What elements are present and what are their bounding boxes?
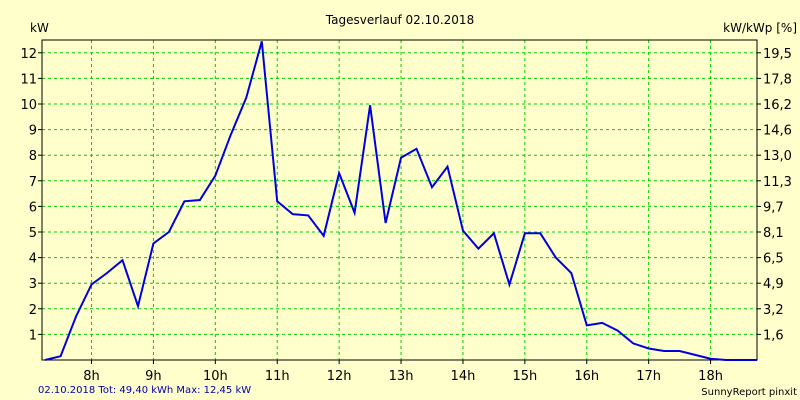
- x-tick-label-9: 17h: [636, 369, 661, 384]
- data-point-25: [431, 186, 433, 188]
- y-right-tick-label-2: 4,9: [763, 277, 784, 292]
- y-left-tick-label-7: 8: [29, 149, 37, 164]
- data-point-44: [725, 359, 727, 361]
- y-right-tick-label-8: 14,6: [763, 124, 792, 139]
- x-tick-label-3: 11h: [265, 369, 290, 384]
- data-point-29: [493, 232, 495, 234]
- y-right-tick-label-1: 3,2: [763, 303, 784, 318]
- plot-frame: [41, 39, 758, 361]
- data-point-23: [400, 157, 402, 159]
- series-line: [44, 41, 757, 361]
- data-point-45: [741, 359, 743, 361]
- x-tick-label-8: 16h: [574, 369, 599, 384]
- data-point-17: [307, 214, 309, 216]
- data-point-13: [245, 97, 247, 99]
- y-right-tick-label-4: 8,1: [763, 226, 784, 241]
- data-point-1: [60, 355, 62, 357]
- data-point-26: [446, 166, 448, 168]
- data-point-46: [756, 359, 758, 361]
- data-point-6: [137, 305, 139, 307]
- data-point-2: [75, 315, 77, 317]
- data-point-5: [121, 259, 123, 261]
- data-point-12: [230, 134, 232, 136]
- data-point-37: [617, 330, 619, 332]
- data-point-9: [183, 200, 185, 202]
- data-point-19: [338, 172, 340, 174]
- data-point-22: [385, 222, 387, 224]
- x-tick-label-7: 15h: [512, 369, 537, 384]
- data-point-33: [555, 257, 557, 259]
- y-right-tick-label-0: 1,6: [763, 328, 784, 343]
- y-right-tick-label-6: 11,3: [763, 175, 792, 190]
- data-point-31: [524, 232, 526, 234]
- x-tick-label-2: 10h: [203, 369, 228, 384]
- data-point-11: [214, 175, 216, 177]
- y-left-tick-label-3: 4: [29, 252, 37, 267]
- data-point-21: [369, 104, 371, 106]
- x-tick-label-4: 12h: [327, 369, 352, 384]
- y-left-tick-label-8: 9: [29, 124, 37, 139]
- footer-summary: 02.10.2018 Tot: 49,40 kWh Max: 12,45 kW: [38, 385, 251, 396]
- data-point-41: [679, 350, 681, 352]
- data-point-7: [152, 243, 154, 245]
- data-point-30: [508, 283, 510, 285]
- x-tick-label-1: 9h: [145, 369, 162, 384]
- data-point-34: [570, 272, 572, 274]
- y-right-tick-label-5: 9,7: [763, 200, 784, 215]
- y-left-tick-label-0: 1: [29, 328, 37, 343]
- y-right-tick-label-9: 16,2: [763, 98, 792, 113]
- data-point-15: [276, 200, 278, 202]
- x-tick-label-6: 14h: [451, 369, 476, 384]
- footer-credit: SunnyReport pinxit: [701, 387, 797, 398]
- y-right-tick-label-10: 17,8: [763, 72, 792, 87]
- y-left-tick-label-10: 11: [20, 72, 37, 87]
- y-axis-right-label: kW/kWp [%]: [723, 21, 797, 35]
- data-point-42: [694, 354, 696, 356]
- y-axis-left-label: kW: [30, 21, 49, 35]
- data-point-20: [354, 212, 356, 214]
- y-left-tick-label-2: 3: [29, 277, 37, 292]
- y-left-tick-label-4: 5: [29, 226, 37, 241]
- y-left-tick-label-11: 12: [20, 47, 37, 62]
- data-point-28: [477, 248, 479, 250]
- y-left-tick-label-1: 2: [29, 303, 37, 318]
- data-point-16: [292, 213, 294, 215]
- tick-labels: 8h 9h 10h 11h 12h 13h 14h 15h 16h 17h 18h123456789…: [20, 47, 792, 384]
- y-right-tick-label-3: 6,5: [763, 252, 784, 267]
- y-left-tick-label-9: 10: [20, 98, 37, 113]
- grid: [42, 40, 757, 360]
- data-point-0: [44, 359, 46, 361]
- x-tick-label-5: 13h: [389, 369, 414, 384]
- data-point-3: [91, 283, 93, 285]
- y-left-tick-label-5: 6: [29, 200, 37, 215]
- x-tick-label-0: 8h: [83, 369, 100, 384]
- data-point-18: [323, 235, 325, 237]
- data-point-10: [199, 199, 201, 201]
- data-point-40: [663, 350, 665, 352]
- data-point-35: [586, 324, 588, 326]
- data-point-4: [106, 272, 108, 274]
- data-point-8: [168, 231, 170, 233]
- data-point-38: [632, 342, 634, 344]
- data-point-43: [710, 358, 712, 360]
- y-right-tick-label-7: 13,0: [763, 149, 792, 164]
- y-right-tick-label-11: 19,5: [763, 47, 792, 62]
- x-tick-label-10: 18h: [698, 369, 723, 384]
- data-point-39: [648, 347, 650, 349]
- chart-title: Tagesverlauf 02.10.2018: [325, 13, 474, 27]
- y-left-tick-label-6: 7: [29, 175, 37, 190]
- data-point-36: [601, 322, 603, 324]
- data-point-24: [416, 148, 418, 150]
- data-point-14: [261, 40, 263, 42]
- data-point-27: [462, 230, 464, 232]
- data-point-32: [539, 232, 541, 234]
